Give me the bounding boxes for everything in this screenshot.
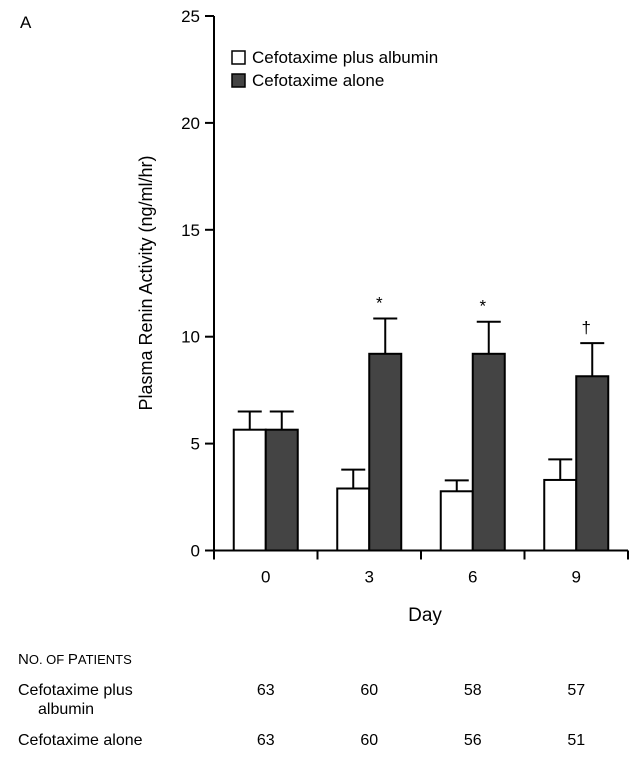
x-tick-label: 6 [468, 568, 477, 587]
y-axis-label: Plasma Renin Activity (ng/ml/hr) [136, 155, 156, 410]
legend-swatch-albumin [231, 50, 246, 65]
x-tick-label: 3 [365, 568, 374, 587]
significance-marker: * [479, 297, 486, 316]
row-label: Cefotaxime plus [18, 682, 133, 699]
y-tick-label: 20 [181, 114, 200, 133]
significance-marker: * [376, 294, 383, 313]
patient-count: 56 [464, 732, 482, 749]
bar-alone-day-9 [575, 375, 610, 552]
patient-count: 57 [567, 682, 585, 699]
significance-marker: † [582, 318, 591, 337]
y-tick-label: 15 [181, 221, 200, 240]
patient-count: 63 [257, 732, 275, 749]
patient-count: 60 [360, 682, 378, 699]
row-label-cont: albumin [38, 701, 94, 718]
legend-swatch-alone [231, 73, 246, 88]
bar-albumin-day-3 [336, 487, 371, 552]
x-axis-label: Day [408, 605, 442, 626]
bar-albumin-day-6 [439, 490, 474, 552]
x-tick-label: 9 [572, 568, 581, 587]
x-tick-label: 0 [261, 568, 270, 587]
bar-alone-day-0 [264, 428, 299, 552]
bar-alone-day-6 [471, 352, 506, 552]
patient-count: 63 [257, 682, 275, 699]
legend-label-albumin: Cefotaxime plus albumin [252, 48, 438, 67]
bar-albumin-day-0 [232, 428, 267, 552]
y-tick-label: 25 [181, 7, 200, 26]
y-tick-label: 10 [181, 328, 200, 347]
legend-label-alone: Cefotaxime alone [252, 71, 384, 90]
patient-count: 60 [360, 732, 378, 749]
y-tick-label: 5 [191, 435, 200, 454]
row-label: Cefotaxime alone [18, 732, 143, 749]
y-tick-label: 0 [191, 542, 200, 561]
patients-table: NO. OF PATIENTS Cefotaxime plus albumin … [18, 651, 585, 749]
legend: Cefotaxime plus albumin Cefotaxime alone [231, 48, 438, 90]
patient-count: 58 [464, 682, 482, 699]
panel-label: A [20, 13, 32, 32]
bar-albumin-day-9 [543, 478, 578, 552]
patient-count: 51 [567, 732, 585, 749]
bar-alone-day-3 [368, 352, 403, 552]
table-header: NO. OF PATIENTS [18, 651, 132, 668]
